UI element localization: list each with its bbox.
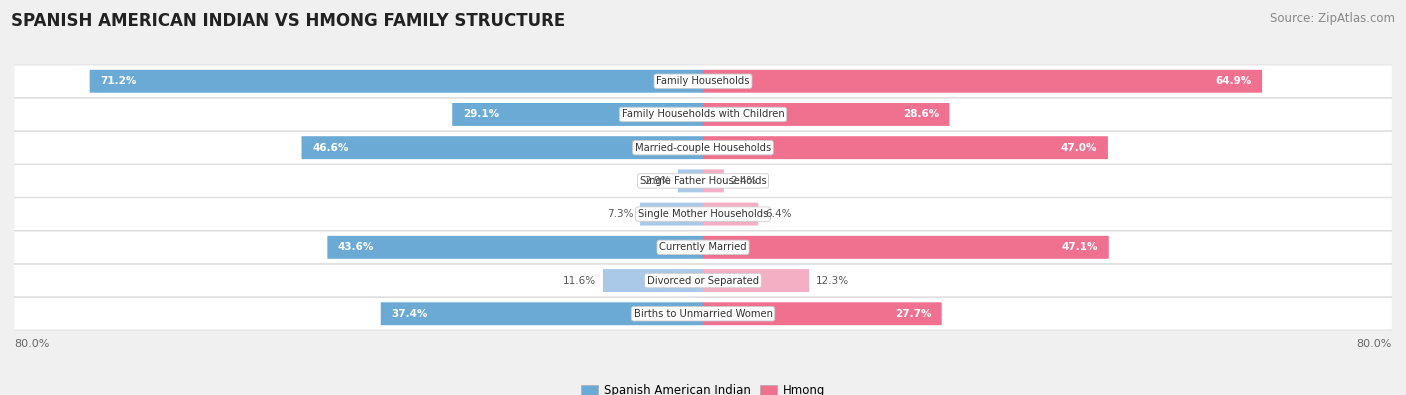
FancyBboxPatch shape [14, 231, 1392, 263]
FancyBboxPatch shape [703, 136, 1108, 159]
Text: 27.7%: 27.7% [894, 309, 931, 319]
Text: 43.6%: 43.6% [337, 242, 374, 252]
FancyBboxPatch shape [14, 98, 1392, 131]
FancyBboxPatch shape [14, 65, 1392, 98]
Text: SPANISH AMERICAN INDIAN VS HMONG FAMILY STRUCTURE: SPANISH AMERICAN INDIAN VS HMONG FAMILY … [11, 12, 565, 30]
Text: Married-couple Households: Married-couple Households [636, 143, 770, 153]
Text: Births to Unmarried Women: Births to Unmarried Women [634, 309, 772, 319]
Text: Source: ZipAtlas.com: Source: ZipAtlas.com [1270, 12, 1395, 25]
Text: 29.1%: 29.1% [463, 109, 499, 119]
FancyBboxPatch shape [301, 136, 703, 159]
Text: 6.4%: 6.4% [765, 209, 792, 219]
Text: 80.0%: 80.0% [1357, 339, 1392, 349]
FancyBboxPatch shape [453, 103, 703, 126]
FancyBboxPatch shape [381, 302, 703, 325]
FancyBboxPatch shape [90, 70, 703, 93]
Text: Divorced or Separated: Divorced or Separated [647, 276, 759, 286]
Text: Family Households: Family Households [657, 76, 749, 86]
FancyBboxPatch shape [703, 70, 1263, 93]
Text: 11.6%: 11.6% [562, 276, 596, 286]
Text: 2.9%: 2.9% [644, 176, 671, 186]
Text: 71.2%: 71.2% [100, 76, 136, 86]
FancyBboxPatch shape [640, 203, 703, 226]
FancyBboxPatch shape [703, 103, 949, 126]
Text: Currently Married: Currently Married [659, 242, 747, 252]
Text: 28.6%: 28.6% [903, 109, 939, 119]
Text: Single Mother Households: Single Mother Households [638, 209, 768, 219]
Text: 37.4%: 37.4% [391, 309, 427, 319]
Text: 12.3%: 12.3% [815, 276, 849, 286]
FancyBboxPatch shape [14, 165, 1392, 197]
FancyBboxPatch shape [328, 236, 703, 259]
FancyBboxPatch shape [603, 269, 703, 292]
FancyBboxPatch shape [703, 203, 758, 226]
FancyBboxPatch shape [14, 264, 1392, 297]
FancyBboxPatch shape [703, 302, 942, 325]
FancyBboxPatch shape [678, 169, 703, 192]
Text: 2.4%: 2.4% [731, 176, 756, 186]
Legend: Spanish American Indian, Hmong: Spanish American Indian, Hmong [576, 380, 830, 395]
FancyBboxPatch shape [14, 132, 1392, 164]
FancyBboxPatch shape [703, 269, 808, 292]
Text: 47.0%: 47.0% [1062, 143, 1098, 153]
Text: Family Households with Children: Family Households with Children [621, 109, 785, 119]
Text: 80.0%: 80.0% [14, 339, 49, 349]
Text: 47.1%: 47.1% [1062, 242, 1098, 252]
Text: 64.9%: 64.9% [1215, 76, 1251, 86]
FancyBboxPatch shape [703, 169, 724, 192]
FancyBboxPatch shape [703, 236, 1109, 259]
FancyBboxPatch shape [14, 297, 1392, 330]
Text: 7.3%: 7.3% [607, 209, 633, 219]
Text: Single Father Households: Single Father Households [640, 176, 766, 186]
FancyBboxPatch shape [14, 198, 1392, 230]
Text: 46.6%: 46.6% [312, 143, 349, 153]
